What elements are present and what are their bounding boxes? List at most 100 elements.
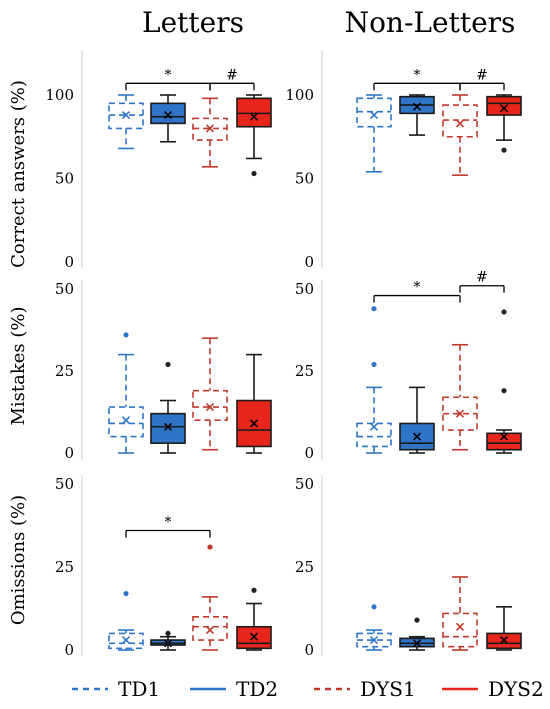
outlier-point	[501, 147, 507, 153]
box-td2	[150, 361, 186, 454]
mean-marker-b	[249, 419, 259, 428]
mean-marker-b	[121, 635, 131, 645]
y-tick-label: 0	[304, 444, 314, 462]
panel-1-0: 0 25 50	[55, 280, 272, 462]
ylabel-correct-answers: Correct answers (%)	[8, 80, 29, 268]
mean-marker-b	[499, 432, 509, 441]
box-iqr	[192, 117, 228, 141]
significance-label: *	[165, 514, 172, 530]
box-iqr	[192, 615, 228, 641]
box-td1	[108, 94, 144, 150]
box-td1	[108, 332, 144, 454]
legend-item-td2: TD2	[190, 677, 278, 701]
y-tick-label: 0	[304, 641, 314, 659]
y-tick-label: 100	[45, 86, 74, 104]
mean-marker-b	[163, 639, 173, 648]
box-iqr	[150, 102, 186, 125]
box-td1	[356, 604, 392, 651]
box-iqr	[442, 612, 478, 648]
mean-marker-b	[163, 110, 173, 120]
box-dys2	[236, 353, 272, 454]
outlier-point	[207, 544, 213, 550]
mean-marker-b	[205, 626, 215, 635]
box-dys1	[442, 94, 478, 176]
box-td2	[399, 94, 435, 136]
mean-marker-b	[121, 110, 131, 120]
legend-label: TD1	[118, 677, 160, 701]
y-tick-label: 25	[295, 362, 314, 380]
box-iqr	[356, 97, 392, 128]
box-dys2	[486, 606, 522, 651]
significance-label: #	[476, 270, 488, 286]
outlier-point	[165, 630, 171, 637]
legend-item-dys2: DYS2	[442, 677, 544, 701]
ylabel-omissions: Omissions (%)	[8, 495, 29, 625]
box-iqr	[356, 422, 392, 448]
significance-bracket: #	[459, 67, 505, 91]
panel-1-1: 0 25 50 * #	[295, 270, 522, 462]
panel-2-0: 0 25 50 *	[55, 475, 272, 659]
box-iqr	[108, 632, 144, 650]
significance-label: *	[414, 67, 421, 83]
significance-label: *	[414, 280, 421, 296]
mean-marker-b	[455, 622, 465, 631]
y-tick-label: 50	[55, 280, 74, 298]
chart-legend: TD1 TD2 DYS1 DYS2	[72, 677, 544, 701]
mean-marker-b	[163, 422, 173, 431]
significance-bracket: *	[373, 280, 461, 303]
box-iqr	[108, 406, 144, 438]
outlier-point	[371, 361, 377, 368]
box-dys1	[442, 343, 478, 451]
column-title-letters: Letters	[142, 6, 244, 39]
significance-bracket: *	[125, 514, 211, 538]
box-dys1	[442, 576, 478, 651]
y-tick-label: 0	[304, 253, 314, 271]
y-tick-label: 0	[64, 444, 74, 462]
box-iqr	[150, 412, 186, 444]
mean-marker-b	[369, 110, 379, 120]
panel-0-1: 0 50 100 * #	[285, 50, 522, 271]
box-td1	[356, 94, 392, 173]
mean-marker-b	[455, 119, 465, 128]
ylabel-mistakes: Mistakes (%)	[8, 306, 29, 425]
box-iqr	[236, 97, 272, 128]
box-dys1	[192, 544, 228, 651]
y-tick-label: 25	[295, 558, 314, 576]
column-title-non-letters: Non-Letters	[345, 6, 516, 39]
outlier-point	[371, 306, 377, 312]
box-iqr	[192, 389, 228, 421]
box-dys2	[486, 94, 522, 153]
box-iqr	[442, 104, 478, 138]
mean-marker-b	[369, 422, 379, 431]
y-tick-label: 50	[295, 170, 314, 188]
mean-marker-b	[412, 102, 422, 111]
box-td2	[150, 94, 186, 143]
mean-marker-b	[249, 112, 259, 121]
significance-bracket: *	[125, 67, 211, 91]
y-tick-label: 0	[64, 253, 74, 271]
box-td1	[356, 306, 392, 454]
significance-label: *	[165, 67, 172, 83]
significance-label: #	[226, 67, 238, 83]
mean-marker-b	[412, 639, 422, 648]
box-td1	[108, 590, 144, 651]
mean-marker-b	[121, 416, 131, 425]
outlier-point	[251, 170, 257, 177]
panel-2-1: 0 25 50	[295, 475, 522, 659]
box-td2	[399, 386, 435, 454]
mean-marker-b	[205, 403, 215, 412]
y-tick-label: 100	[285, 86, 314, 104]
y-tick-label: 50	[295, 475, 314, 493]
mean-marker-b	[499, 104, 509, 113]
outlier-point	[501, 309, 507, 315]
outlier-point	[251, 587, 257, 593]
outlier-point	[123, 332, 129, 338]
outlier-point	[501, 388, 507, 394]
mean-marker-b	[455, 409, 465, 418]
box-iqr	[108, 102, 144, 130]
significance-bracket: #	[459, 270, 505, 293]
y-tick-label: 50	[55, 475, 74, 493]
outlier-point	[123, 590, 129, 597]
y-tick-label: 50	[295, 280, 314, 298]
